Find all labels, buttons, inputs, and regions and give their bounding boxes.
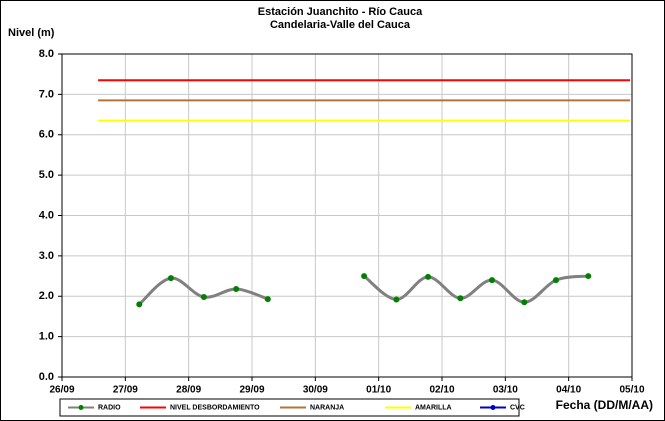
x-tick-label: 29/09 bbox=[239, 385, 264, 396]
y-tick-label: 4.0 bbox=[39, 209, 54, 221]
legend-label: NARANJA bbox=[310, 404, 344, 411]
y-axis-label: Nivel (m) bbox=[8, 27, 55, 39]
legend-marker bbox=[490, 405, 496, 410]
plot-border bbox=[61, 53, 633, 378]
legend-label: RADIO bbox=[98, 404, 121, 411]
data-point bbox=[393, 296, 400, 303]
data-point bbox=[489, 277, 496, 284]
y-tick-label: 1.0 bbox=[39, 331, 54, 343]
y-tick-label: 3.0 bbox=[39, 250, 54, 262]
legend-label: AMARILLA bbox=[415, 404, 452, 411]
x-axis-label: Fecha (DD/M/AA) bbox=[556, 398, 653, 412]
chart-subtitle: Candelaria-Valle del Cauca bbox=[270, 19, 411, 31]
x-tick-label: 02/10 bbox=[429, 385, 454, 396]
x-tick-label: 05/10 bbox=[619, 385, 644, 396]
legend-label: CVC bbox=[510, 404, 525, 411]
data-point bbox=[361, 273, 368, 280]
data-point bbox=[553, 277, 559, 284]
x-tick-label: 03/10 bbox=[493, 385, 518, 396]
data-point bbox=[425, 273, 432, 280]
data-point bbox=[233, 285, 240, 292]
data-point bbox=[585, 273, 592, 280]
x-tick-label: 01/10 bbox=[366, 385, 391, 396]
data-point bbox=[457, 295, 464, 302]
y-tick-label: 6.0 bbox=[39, 129, 54, 141]
x-tick-label: 27/09 bbox=[113, 385, 138, 396]
legend-marker bbox=[78, 405, 84, 410]
y-tick-label: 7.0 bbox=[39, 88, 54, 100]
x-tick-label: 26/09 bbox=[49, 385, 74, 396]
chart-title: Estación Juanchito - Río Cauca bbox=[258, 6, 423, 18]
x-tick-label: 30/09 bbox=[303, 385, 328, 396]
data-point bbox=[200, 294, 207, 301]
y-tick-label: 8.0 bbox=[39, 48, 54, 60]
y-tick-label: 0.0 bbox=[39, 371, 54, 383]
x-tick-label: 04/10 bbox=[556, 385, 581, 396]
data-point bbox=[521, 299, 528, 306]
x-tick-label: 28/09 bbox=[176, 385, 201, 396]
legend-label: NIVEL DESBORDAMIENTO bbox=[170, 404, 260, 411]
y-tick-label: 2.0 bbox=[39, 290, 54, 302]
y-tick-label: 5.0 bbox=[39, 169, 54, 181]
data-point bbox=[167, 275, 174, 282]
data-point bbox=[264, 296, 271, 303]
data-point bbox=[136, 301, 143, 308]
